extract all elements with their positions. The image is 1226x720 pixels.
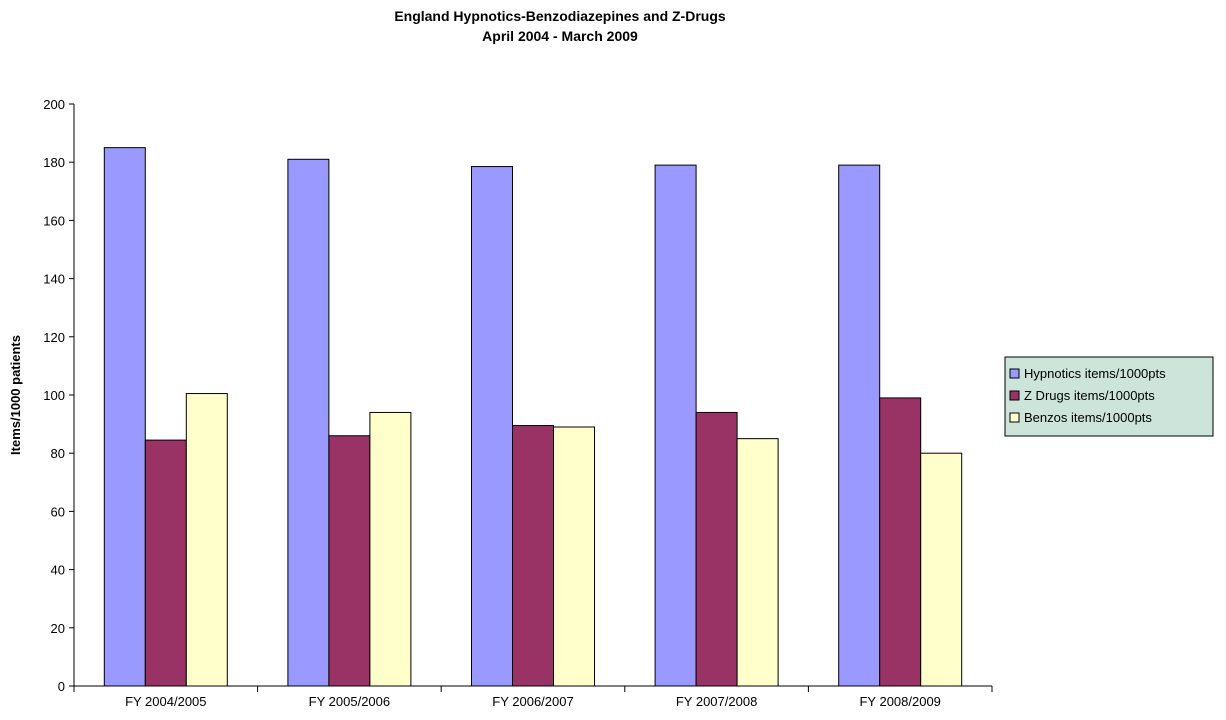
bar-series-1-category-1 — [103, 147, 146, 687]
y-tick-label-5: 100 — [43, 388, 65, 403]
legend-label-3: Benzos items/1000pts — [1024, 410, 1152, 425]
y-tick-label-3: 60 — [51, 504, 65, 519]
x-tick-label-5: FY 2008/2009 — [859, 694, 940, 709]
legend-swatch-1 — [1009, 368, 1020, 379]
bar-series-1-category-4 — [654, 164, 697, 687]
bar-series-3-category-2 — [369, 411, 412, 687]
bar-series-1-category-3 — [471, 166, 513, 687]
bar-series-2-category-1 — [144, 439, 187, 687]
plot-area: 0 20 40 60 80 100 120 140 160 180 200 FY 2004/2005 F… — [43, 97, 993, 709]
chart-title: England Hypnotics-Benzodiazepines and Z-… — [394, 8, 726, 24]
legend-label-1: Hypnotics items/1000pts — [1024, 366, 1166, 381]
x-tick-label-2: FY 2005/2006 — [309, 694, 390, 709]
bar-series-2-category-5 — [879, 397, 922, 687]
legend-swatch-3 — [1009, 412, 1020, 423]
bar-series-3-category-4 — [736, 438, 779, 687]
bar-series-2-category-4 — [695, 411, 738, 687]
bar-series-3-category-3 — [553, 426, 595, 687]
bar-series-1-category-2 — [287, 158, 330, 687]
bar-series-3-category-1 — [185, 393, 228, 687]
y-tick-label-4: 80 — [51, 446, 65, 461]
bar-series-1-category-5 — [838, 164, 881, 687]
bar-series-2-category-2 — [328, 435, 371, 687]
chart-subtitle: April 2004 - March 2009 — [482, 28, 638, 44]
y-tick-label-2: 40 — [51, 563, 65, 578]
x-tick-label-4: FY 2007/2008 — [676, 694, 757, 709]
legend-swatch-2 — [1009, 390, 1020, 401]
y-tick-label-8: 160 — [43, 213, 65, 228]
bar-series-2-category-3 — [512, 425, 554, 687]
y-tick-label-6: 120 — [43, 330, 65, 345]
y-tick-label-7: 140 — [43, 272, 65, 287]
legend: Hypnotics items/1000pts Z Drugs items/100… — [1004, 356, 1214, 437]
y-tick-label-1: 20 — [51, 621, 65, 636]
y-axis-title: Items/1000 patients — [8, 335, 23, 455]
y-tick-label-9: 180 — [43, 155, 65, 170]
y-tick-label-0: 0 — [58, 679, 65, 694]
legend-box — [1004, 356, 1214, 437]
y-tick-label-10: 200 — [43, 97, 65, 112]
x-tick-label-3: FY 2006/2007 — [492, 694, 573, 709]
x-tick-label-1: FY 2004/2005 — [125, 694, 206, 709]
bar-series-3-category-5 — [920, 452, 963, 687]
legend-label-2: Z Drugs items/1000pts — [1024, 388, 1155, 403]
